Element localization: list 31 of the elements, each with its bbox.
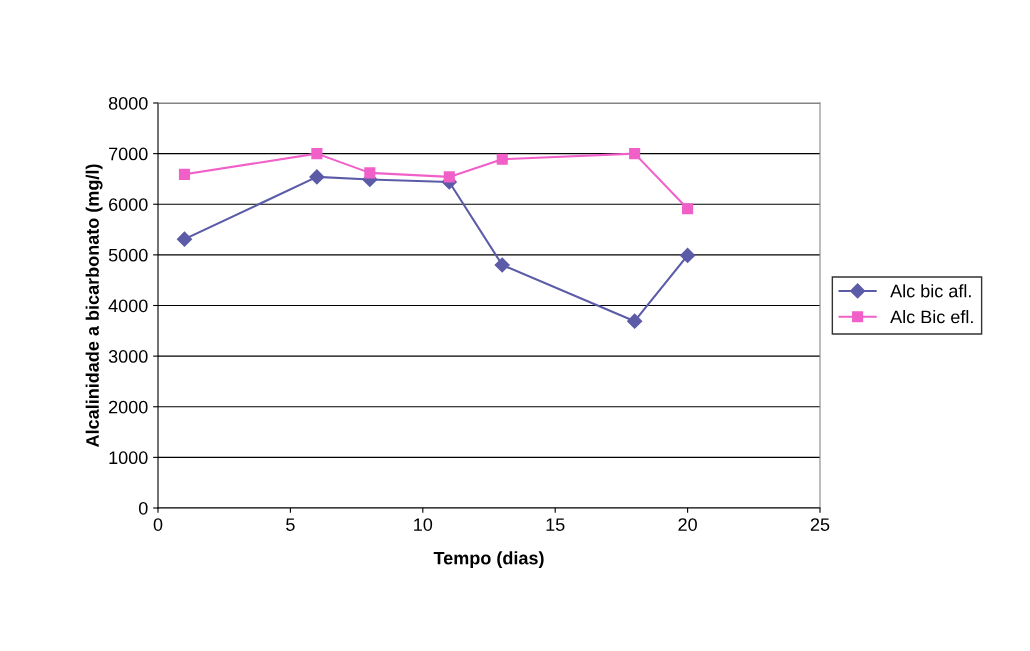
y-axis-title: Alcalinidade a bicarbonato (mg/l) — [85, 164, 103, 447]
y-tick-label: 4000 — [108, 299, 148, 313]
y-tick-label: 1000 — [109, 451, 148, 465]
legend-label: Alc bic afl. — [890, 284, 971, 298]
x-tick-label: 0 — [153, 518, 163, 531]
y-tick-label: 0 — [138, 501, 148, 515]
point — [680, 247, 696, 263]
x-tick-label: 10 — [414, 518, 433, 531]
point — [629, 148, 641, 160]
point — [627, 313, 643, 329]
point — [496, 153, 508, 165]
y-tick-label: 6000 — [109, 198, 148, 211]
point — [494, 257, 510, 273]
x-tick-label: 25 — [810, 518, 830, 531]
y-tick-label: 7000 — [109, 147, 148, 161]
x-axis-title: Tempo (dias) — [433, 551, 544, 569]
point — [682, 203, 694, 215]
point — [443, 171, 455, 183]
legend-label: Alc Bic efl. — [890, 310, 973, 324]
x-tick-label: 5 — [286, 518, 295, 531]
y-tick-label: 8000 — [108, 96, 148, 110]
y-tick-label: 5000 — [108, 248, 148, 262]
point — [311, 148, 323, 160]
point — [176, 231, 193, 247]
x-tick-label: 15 — [546, 518, 565, 531]
point — [309, 169, 325, 185]
x-tick-label: 20 — [678, 518, 697, 531]
y-tick-label: 2000 — [109, 400, 148, 414]
point — [364, 167, 376, 179]
y-tick-label: 3000 — [108, 350, 148, 363]
point — [178, 168, 191, 180]
